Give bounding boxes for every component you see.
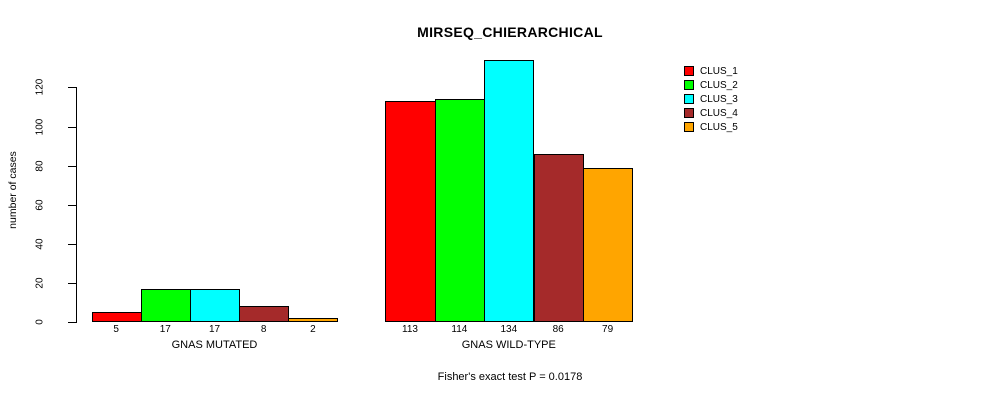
bar-value-label: 2 — [310, 324, 316, 335]
legend-label: CLUS_2 — [700, 80, 738, 91]
bar-value-label: 134 — [500, 324, 518, 335]
bar-value-label: 86 — [552, 324, 564, 335]
y-tick-mark — [68, 87, 76, 89]
legend-label: CLUS_5 — [700, 122, 738, 133]
bar-clus_3-gnas-wild-type — [484, 60, 535, 322]
bar-clus_2-gnas-wild-type — [434, 99, 486, 322]
y-tick-mark — [68, 282, 76, 284]
legend-label: CLUS_3 — [700, 94, 738, 105]
legend-item-clus_5: CLUS_5 — [684, 122, 738, 136]
y-tick-label: 100 — [34, 118, 46, 135]
group-label-gnas-wild-type: GNAS WILD-TYPE — [461, 339, 556, 351]
y-tick-mark — [68, 243, 76, 245]
y-tick-mark — [68, 322, 76, 323]
legend-item-clus_1: CLUS_1 — [684, 66, 738, 80]
legend-swatch-clus_5 — [684, 122, 694, 132]
legend-swatch-clus_3 — [684, 94, 694, 104]
legend-item-clus_4: CLUS_4 — [684, 108, 738, 122]
y-tick-mark — [68, 165, 76, 167]
legend-label: CLUS_1 — [700, 66, 738, 77]
bar-clus_4-gnas-wild-type — [533, 153, 584, 322]
bar-clus_1-gnas-wild-type — [385, 101, 436, 322]
bar-value-label: 17 — [208, 324, 221, 335]
bar-clus_4-gnas-mutated — [239, 306, 290, 322]
bar-clus_5-gnas-wild-type — [582, 167, 634, 322]
bar-value-label: 5 — [113, 324, 119, 335]
legend-label: CLUS_4 — [700, 108, 738, 119]
y-tick-label: 20 — [34, 277, 46, 289]
y-axis-label: number of cases — [7, 151, 19, 229]
legend-swatch-clus_4 — [684, 108, 694, 118]
y-axis-line — [76, 87, 77, 323]
y-tick-mark — [68, 204, 76, 206]
bar-clus_1-gnas-mutated — [91, 312, 142, 322]
bar-value-label: 114 — [451, 324, 468, 335]
bar-value-label: 79 — [602, 324, 614, 335]
group-label-gnas-mutated: GNAS MUTATED — [171, 339, 258, 351]
y-tick-label: 120 — [34, 79, 46, 96]
bar-value-label: 113 — [402, 324, 418, 335]
bar-value-label: 17 — [159, 324, 171, 335]
bar-clus_5-gnas-mutated — [288, 318, 339, 322]
bar-clus_2-gnas-mutated — [140, 288, 191, 322]
y-tick-label: 60 — [34, 199, 46, 211]
legend-swatch-clus_1 — [684, 66, 694, 76]
legend-item-clus_2: CLUS_2 — [684, 80, 738, 94]
legend-item-clus_3: CLUS_3 — [684, 94, 738, 108]
legend-swatch-clus_2 — [684, 80, 694, 90]
footnote: Fisher's exact test P = 0.0178 — [437, 371, 583, 383]
y-tick-label: 40 — [34, 238, 46, 250]
bar-clus_3-gnas-mutated — [189, 288, 241, 322]
chart-title: MIRSEQ_CHIERARCHICAL — [417, 24, 603, 40]
bar-value-label: 8 — [260, 324, 267, 335]
y-tick-mark — [68, 126, 76, 128]
y-tick-label: 0 — [34, 319, 46, 325]
y-tick-label: 80 — [34, 160, 46, 172]
